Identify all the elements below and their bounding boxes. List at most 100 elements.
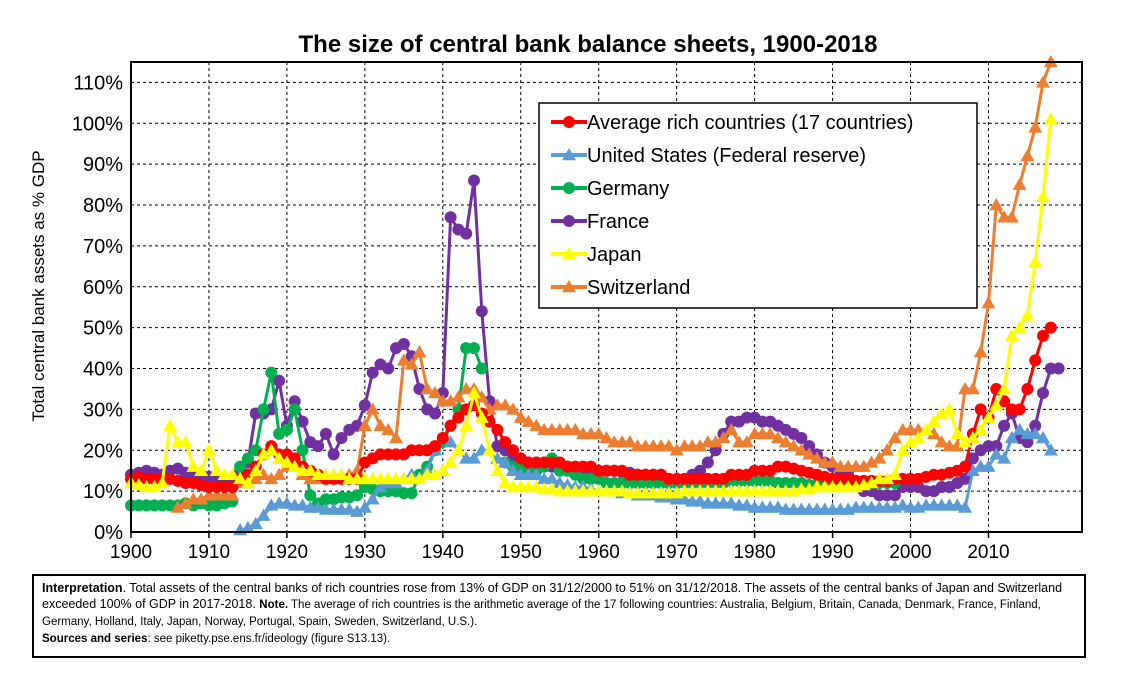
data-point — [825, 455, 840, 468]
y-tick-label: 100% — [72, 113, 123, 135]
data-point — [288, 452, 301, 465]
data-point — [739, 498, 754, 511]
x-tick-label: 1910 — [188, 542, 230, 563]
data-point — [443, 394, 458, 407]
data-point — [965, 381, 980, 395]
data-point — [895, 498, 910, 511]
y-tick-label: 50% — [83, 318, 123, 340]
data-point — [934, 406, 949, 419]
y-tick-label: 60% — [83, 277, 123, 299]
note-text: The average of rich countries is the ari… — [42, 599, 1041, 628]
data-point — [864, 455, 879, 468]
notes-box: Interpretation. Total assets of the cent… — [32, 574, 1086, 658]
data-point — [248, 516, 263, 530]
data-point — [1043, 443, 1058, 456]
data-point — [498, 398, 513, 411]
data-point — [194, 463, 209, 476]
data-point — [880, 443, 895, 456]
data-point — [264, 443, 279, 456]
data-point — [959, 460, 972, 473]
data-point — [460, 227, 473, 240]
data-point — [256, 508, 271, 521]
data-point — [1020, 308, 1035, 321]
data-point — [919, 422, 934, 436]
data-point — [989, 447, 1004, 460]
data-point — [428, 386, 443, 399]
data-point — [467, 342, 480, 355]
data-point — [444, 419, 457, 432]
data-point — [708, 435, 723, 448]
x-tick-label: 1900 — [110, 542, 152, 563]
data-point — [482, 443, 497, 456]
data-point — [950, 439, 965, 452]
data-point — [529, 467, 544, 481]
data-point — [412, 345, 427, 358]
data-point — [225, 467, 240, 481]
data-point — [926, 414, 941, 427]
data-point — [279, 455, 294, 468]
data-point — [451, 443, 466, 456]
data-point — [474, 410, 489, 423]
data-point — [965, 463, 980, 476]
data-point — [443, 455, 458, 468]
data-point — [950, 426, 965, 440]
data-point — [420, 381, 435, 395]
data-point — [272, 451, 287, 464]
data-point — [1028, 120, 1043, 133]
legend-label: Switzerland — [587, 277, 690, 299]
data-point — [443, 435, 458, 448]
data-point — [429, 440, 442, 453]
data-point — [1036, 431, 1051, 444]
data-point — [966, 452, 979, 465]
note-label: Note. — [259, 599, 289, 611]
data-point — [1037, 329, 1050, 342]
data-point — [724, 422, 739, 436]
data-point — [505, 463, 520, 476]
data-point — [701, 456, 714, 469]
data-point — [280, 423, 293, 436]
data-point — [186, 459, 201, 472]
y-tick-label: 40% — [83, 359, 123, 381]
x-tick-label: 1990 — [811, 542, 853, 563]
data-point — [856, 459, 871, 472]
x-tick-label: 2010 — [967, 542, 1009, 563]
x-tick-label: 1970 — [656, 542, 698, 563]
legend-label: United States (Federal reserve) — [587, 145, 866, 167]
legend-label: Japan — [587, 244, 642, 266]
data-point — [989, 398, 1004, 411]
legend-marker — [563, 116, 575, 128]
data-point — [296, 444, 309, 457]
data-point — [435, 463, 450, 476]
data-point — [669, 443, 684, 456]
data-point — [1028, 255, 1043, 268]
data-point — [162, 418, 177, 431]
data-point — [965, 431, 980, 444]
data-point — [997, 451, 1012, 464]
data-point — [428, 467, 443, 481]
data-point — [272, 467, 287, 481]
legend-label: Average rich countries (17 countries) — [587, 112, 913, 134]
data-point — [194, 492, 209, 505]
data-point — [661, 439, 676, 452]
data-point — [178, 435, 193, 448]
data-point — [373, 480, 388, 493]
data-point — [1029, 354, 1042, 367]
data-point — [1020, 149, 1035, 162]
chart-title: The size of central bank balance sheets,… — [299, 31, 878, 58]
data-point — [739, 435, 754, 448]
data-point — [693, 439, 708, 452]
axis-ticks: 0% 10% 20% 30% 40% 50% 60% 70% 80% 90% 100% 110% 190… — [72, 72, 1010, 563]
data-point — [1036, 75, 1051, 88]
data-point — [170, 500, 185, 513]
interpretation-text: . Total assets of the central banks of r… — [42, 581, 1063, 611]
legend-marker — [562, 148, 576, 161]
x-tick-label: 1950 — [500, 542, 542, 563]
data-point — [1013, 403, 1026, 416]
data-point — [178, 496, 193, 509]
data-point — [209, 463, 224, 476]
data-point — [296, 415, 309, 428]
data-point — [887, 467, 902, 481]
data-point — [350, 504, 365, 517]
x-tick-label: 1940 — [422, 542, 464, 563]
data-point — [802, 447, 817, 460]
